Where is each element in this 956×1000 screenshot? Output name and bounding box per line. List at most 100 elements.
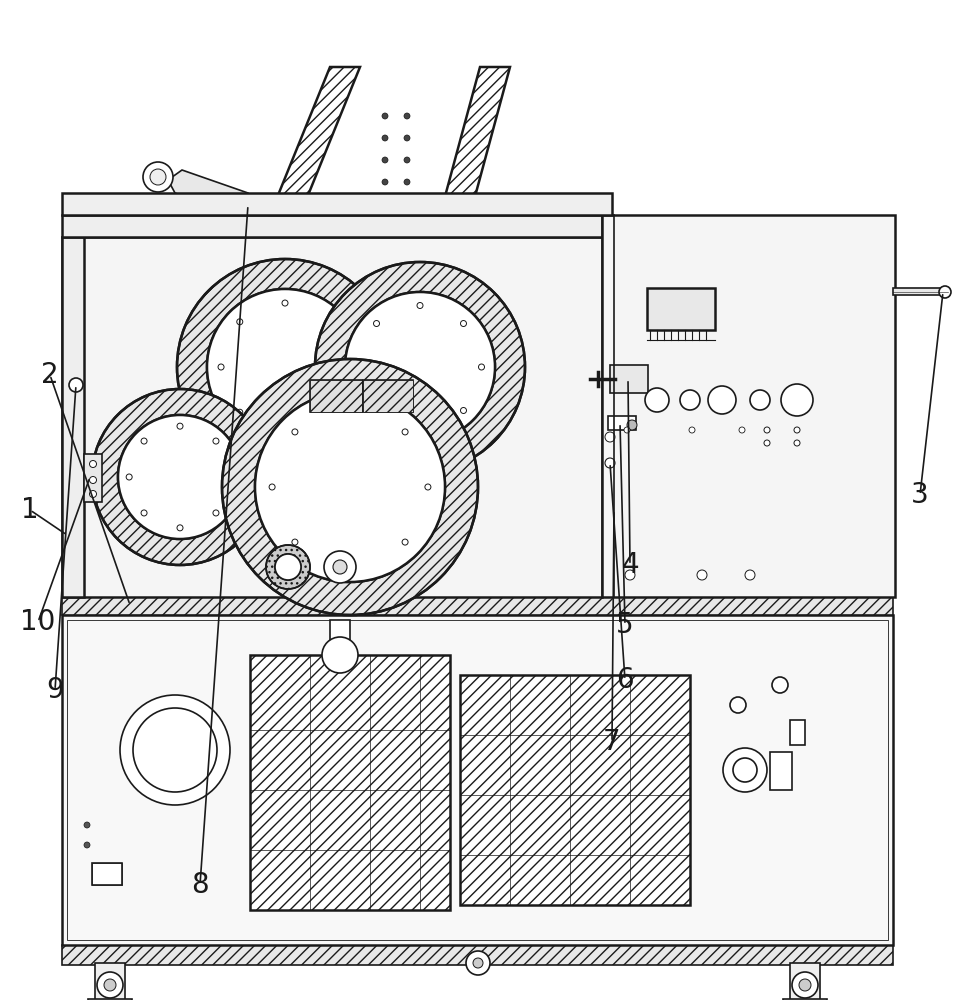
Circle shape bbox=[772, 677, 788, 693]
Circle shape bbox=[424, 484, 431, 490]
Circle shape bbox=[723, 748, 767, 792]
Circle shape bbox=[346, 364, 352, 370]
Circle shape bbox=[382, 157, 388, 163]
Circle shape bbox=[237, 409, 243, 415]
Circle shape bbox=[605, 458, 615, 468]
Circle shape bbox=[624, 427, 630, 433]
Circle shape bbox=[417, 302, 423, 308]
Circle shape bbox=[90, 490, 97, 497]
Bar bbox=[248, 195, 303, 215]
Circle shape bbox=[689, 427, 695, 433]
Circle shape bbox=[730, 697, 746, 713]
Bar bbox=[310, 380, 362, 412]
Text: 3: 3 bbox=[911, 481, 929, 509]
Circle shape bbox=[269, 484, 275, 490]
Circle shape bbox=[739, 427, 745, 433]
Circle shape bbox=[486, 196, 504, 214]
Bar bbox=[790, 963, 820, 1000]
Circle shape bbox=[781, 384, 813, 416]
Circle shape bbox=[605, 432, 615, 442]
Circle shape bbox=[286, 200, 294, 210]
Circle shape bbox=[467, 200, 476, 210]
Circle shape bbox=[382, 135, 388, 141]
Circle shape bbox=[104, 979, 116, 991]
Circle shape bbox=[374, 321, 380, 327]
Circle shape bbox=[90, 477, 97, 484]
Circle shape bbox=[439, 200, 447, 210]
Circle shape bbox=[275, 554, 301, 580]
Bar bbox=[62, 215, 602, 237]
Text: 4: 4 bbox=[621, 551, 639, 579]
Bar bbox=[62, 597, 893, 615]
Bar bbox=[248, 195, 303, 215]
Bar bbox=[62, 615, 893, 945]
Circle shape bbox=[461, 321, 467, 327]
Circle shape bbox=[382, 113, 388, 119]
Text: 1: 1 bbox=[21, 496, 39, 524]
Bar bbox=[460, 675, 690, 905]
Wedge shape bbox=[92, 389, 268, 565]
Circle shape bbox=[118, 415, 242, 539]
Bar bbox=[92, 863, 122, 885]
Wedge shape bbox=[315, 262, 525, 472]
Circle shape bbox=[237, 319, 243, 325]
Circle shape bbox=[84, 842, 90, 848]
Circle shape bbox=[645, 388, 669, 412]
Bar bbox=[770, 752, 792, 790]
Circle shape bbox=[255, 392, 445, 582]
Circle shape bbox=[404, 113, 410, 119]
Bar bbox=[647, 288, 715, 330]
Text: 6: 6 bbox=[617, 666, 634, 694]
Text: 2: 2 bbox=[41, 361, 59, 389]
Circle shape bbox=[255, 200, 265, 210]
Polygon shape bbox=[270, 67, 360, 215]
Circle shape bbox=[680, 390, 700, 410]
Circle shape bbox=[402, 429, 408, 435]
Bar bbox=[602, 215, 895, 597]
Circle shape bbox=[84, 822, 90, 828]
Polygon shape bbox=[440, 67, 510, 215]
Circle shape bbox=[708, 386, 736, 414]
Bar bbox=[330, 620, 350, 655]
Circle shape bbox=[794, 440, 800, 446]
Bar bbox=[95, 963, 125, 1000]
Circle shape bbox=[126, 474, 132, 480]
Bar bbox=[610, 365, 648, 393]
Bar bbox=[92, 863, 122, 885]
Text: 8: 8 bbox=[191, 871, 208, 899]
Circle shape bbox=[417, 426, 423, 432]
Circle shape bbox=[764, 427, 770, 433]
Circle shape bbox=[939, 286, 951, 298]
Text: 9: 9 bbox=[46, 676, 64, 704]
Bar bbox=[430, 195, 488, 215]
Wedge shape bbox=[177, 259, 393, 475]
Circle shape bbox=[207, 289, 363, 445]
Circle shape bbox=[382, 179, 388, 185]
Circle shape bbox=[213, 438, 219, 444]
Circle shape bbox=[374, 407, 380, 413]
Wedge shape bbox=[222, 359, 478, 615]
Circle shape bbox=[404, 135, 410, 141]
Bar bbox=[62, 945, 893, 965]
Bar bbox=[67, 620, 888, 940]
Circle shape bbox=[228, 474, 234, 480]
Circle shape bbox=[697, 570, 707, 580]
Circle shape bbox=[177, 525, 183, 531]
Circle shape bbox=[213, 510, 219, 516]
Circle shape bbox=[799, 979, 811, 991]
Bar bbox=[363, 380, 413, 412]
Polygon shape bbox=[168, 170, 248, 215]
Text: 10: 10 bbox=[20, 608, 55, 636]
Circle shape bbox=[97, 972, 123, 998]
Circle shape bbox=[141, 510, 147, 516]
Circle shape bbox=[404, 157, 410, 163]
Bar bbox=[783, 999, 827, 1000]
Circle shape bbox=[750, 390, 770, 410]
Bar bbox=[893, 288, 948, 295]
Circle shape bbox=[461, 407, 467, 413]
Circle shape bbox=[327, 319, 334, 325]
Circle shape bbox=[333, 560, 347, 574]
Bar bbox=[430, 195, 488, 215]
Circle shape bbox=[479, 364, 485, 370]
Bar bbox=[84, 454, 102, 502]
